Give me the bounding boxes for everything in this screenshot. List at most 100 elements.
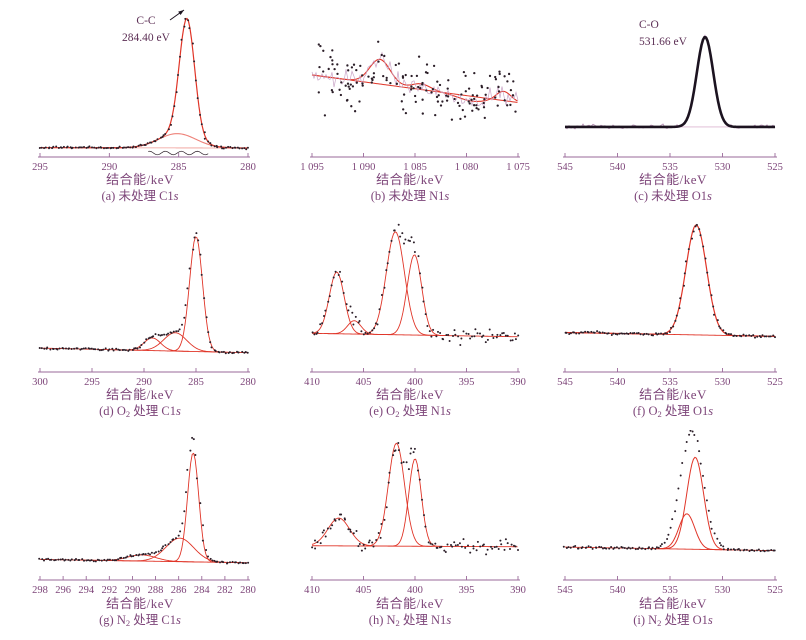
tick-label: 292 — [101, 585, 117, 596]
subplot-caption: (a) 未处理 C1s — [0, 188, 280, 204]
subplot-i: 545 540 535 530 525 结合能/keV (i) N2 处理 O1s — [540, 430, 806, 640]
component-curve — [324, 320, 385, 335]
caption-text: 2 — [657, 618, 662, 628]
caption-text: (f) O — [632, 404, 658, 418]
subplot-b: 1 095 1 090 1 085 1 080 1 075 结合能/keV (b) 未处… — [280, 0, 540, 215]
tick-label: 300 — [32, 377, 48, 387]
tick-label: 525 — [767, 377, 783, 387]
subplot-c: 545 540 535 530 525 C-O 531.66 eV 结合能/keV (c) … — [540, 0, 806, 215]
component-curve — [311, 517, 388, 547]
peak-annotation: 284.40 eV — [122, 32, 171, 44]
data-points — [311, 223, 520, 346]
component-curve — [354, 231, 436, 336]
tick-label: 290 — [125, 585, 141, 596]
tick-label: 284 — [194, 585, 211, 596]
caption-text: s — [707, 613, 713, 627]
x-axis-title: 结合能/keV — [639, 172, 707, 187]
tick-label: 290 — [101, 162, 117, 172]
baseline-curve — [311, 332, 518, 338]
plot-canvas-b: 1 095 1 090 1 085 1 080 1 075 — [300, 40, 530, 172]
data-points — [562, 430, 776, 553]
component-curve — [381, 254, 447, 337]
tick-label: 395 — [459, 377, 475, 387]
component-curve — [114, 337, 189, 352]
x-axis-title: 结合能/keV — [376, 596, 444, 611]
tick-label: 286 — [171, 585, 187, 596]
tick-label: 540 — [610, 162, 626, 172]
subplot-e: 410 405 400 395 390 结合能/keV (e) O2 处理 N1s — [280, 215, 540, 430]
caption-text: s — [175, 613, 181, 627]
baseline-curve — [311, 545, 518, 548]
peak-annotation: C-O — [639, 19, 659, 31]
data-points — [38, 17, 249, 151]
caption-text: 处理 N1 — [399, 404, 446, 418]
x-axis-title: 结合能/keV — [106, 387, 174, 402]
caption-text: 处理 O1 — [661, 404, 709, 418]
x-axis-title: 结合能/keV — [106, 596, 174, 611]
plot-canvas-e: 410 405 400 395 390 — [304, 223, 526, 387]
caption-text: (b) 未处理 N1 — [370, 189, 445, 203]
tick-label: 535 — [662, 162, 678, 172]
subplot-caption: (f) O2 处理 O1s — [540, 403, 806, 422]
tick-label: 295 — [32, 162, 48, 172]
tick-label: 282 — [217, 585, 233, 596]
tick-label: 395 — [459, 585, 475, 596]
tick-label: 294 — [78, 585, 95, 596]
caption-text: (e) O — [369, 404, 396, 418]
tick-label: 405 — [356, 585, 372, 596]
tick-label: 290 — [136, 377, 152, 387]
noisy-data-line — [311, 51, 519, 108]
tick-label: 535 — [662, 585, 678, 596]
caption-text: (g) N — [99, 613, 126, 627]
subplot-f: 545 540 535 530 525 结合能/keV (f) O2 处理 O1s — [540, 215, 806, 430]
tick-label: 400 — [407, 585, 423, 596]
tick-label: 400 — [407, 377, 423, 387]
tick-label: 545 — [557, 585, 573, 596]
plot-canvas-i: 545 540 535 530 525 — [557, 430, 783, 596]
annotation-arrowhead — [178, 10, 184, 15]
tick-label: 525 — [767, 585, 783, 596]
tick-label: 1 090 — [352, 162, 376, 172]
tick-label: 405 — [356, 377, 372, 387]
tick-label: 530 — [715, 377, 731, 387]
residual-curve — [148, 150, 209, 156]
caption-text: 2 — [125, 618, 131, 628]
caption-text: 处理 C1 — [130, 613, 176, 627]
tick-label: 1 095 — [300, 162, 324, 172]
x-axis-title: 结合能/keV — [376, 172, 444, 187]
caption-text: (c) 未处理 O1 — [634, 189, 708, 203]
fit-envelope-curve — [565, 35, 775, 129]
caption-text: s — [446, 613, 452, 627]
component-curve — [360, 442, 433, 547]
tick-label: 280 — [240, 162, 256, 172]
tick-label: 1 075 — [506, 162, 530, 172]
component-curve — [657, 456, 733, 551]
caption-text: s — [707, 189, 712, 203]
x-axis-title: 结合能/keV — [376, 387, 444, 402]
data-points — [38, 436, 250, 565]
caption-text: (d) O — [99, 404, 126, 418]
caption-text: 2 — [395, 409, 400, 419]
subplot-d: 300 295 290 285 280 结合能/keV (d) O2 处理 C1s — [0, 215, 280, 430]
component-curve — [387, 458, 443, 547]
component-curve — [651, 513, 722, 551]
tick-label: 525 — [767, 162, 783, 172]
plot-canvas-a: 295 290 285 280 C-C 284.40 eV — [32, 9, 256, 172]
scatter-points — [317, 40, 517, 121]
tick-label: 280 — [240, 377, 256, 387]
tick-label: 298 — [32, 585, 48, 596]
subplot-caption: (e) O2 处理 N1s — [280, 403, 540, 422]
tick-label: 535 — [662, 377, 678, 387]
component-curve — [166, 236, 225, 353]
caption-text: (i) N — [633, 613, 658, 627]
caption-text: (a) 未处理 C1 — [101, 189, 174, 203]
tick-label: 545 — [557, 162, 573, 172]
subplot-g: 298 296 294 292 290 288 286 284 282 280 结合能/keV (… — [0, 430, 280, 640]
caption-text: s — [444, 189, 450, 203]
subplot-caption: (d) O2 处理 C1s — [0, 403, 280, 422]
subplot-a: 295 290 285 280 C-C 284.40 eV 结合能/keV (a) 未处理… — [0, 0, 280, 215]
plot-canvas-h: 410 405 400 395 390 — [304, 442, 526, 596]
tick-label: 285 — [188, 377, 204, 387]
peak-annotation: C-C — [136, 15, 156, 27]
